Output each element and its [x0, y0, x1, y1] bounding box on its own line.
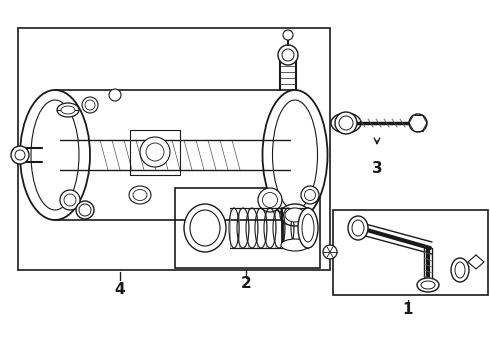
- Ellipse shape: [298, 208, 318, 248]
- Ellipse shape: [417, 278, 439, 292]
- Ellipse shape: [285, 208, 305, 222]
- Ellipse shape: [85, 100, 95, 110]
- Ellipse shape: [20, 90, 90, 220]
- Ellipse shape: [57, 103, 79, 117]
- Ellipse shape: [146, 143, 164, 161]
- Ellipse shape: [15, 150, 25, 160]
- Ellipse shape: [421, 281, 435, 289]
- Ellipse shape: [323, 245, 337, 259]
- Ellipse shape: [60, 190, 80, 210]
- Bar: [175, 188, 320, 268]
- Ellipse shape: [302, 214, 314, 242]
- Ellipse shape: [140, 137, 170, 167]
- Ellipse shape: [281, 239, 309, 251]
- Ellipse shape: [61, 106, 75, 114]
- Ellipse shape: [263, 193, 277, 207]
- Ellipse shape: [82, 97, 98, 113]
- Ellipse shape: [31, 100, 79, 210]
- Ellipse shape: [304, 189, 316, 201]
- Ellipse shape: [282, 49, 294, 61]
- Ellipse shape: [11, 146, 29, 164]
- Ellipse shape: [301, 186, 319, 204]
- Ellipse shape: [79, 204, 91, 216]
- Ellipse shape: [109, 89, 121, 101]
- Ellipse shape: [280, 204, 310, 226]
- Ellipse shape: [133, 189, 147, 201]
- Ellipse shape: [283, 30, 293, 40]
- Ellipse shape: [409, 114, 427, 132]
- Ellipse shape: [339, 116, 353, 130]
- Ellipse shape: [348, 216, 368, 240]
- Bar: [333, 210, 488, 295]
- Text: 2: 2: [241, 275, 251, 291]
- Text: 3: 3: [372, 161, 382, 176]
- Text: 4: 4: [115, 283, 125, 297]
- Ellipse shape: [258, 188, 282, 212]
- Ellipse shape: [455, 262, 465, 278]
- Ellipse shape: [278, 45, 298, 65]
- Text: 1: 1: [403, 302, 413, 316]
- Ellipse shape: [184, 204, 226, 252]
- Ellipse shape: [263, 90, 327, 220]
- Ellipse shape: [272, 100, 318, 210]
- Ellipse shape: [64, 194, 76, 206]
- Ellipse shape: [451, 258, 469, 282]
- Ellipse shape: [76, 201, 94, 219]
- Ellipse shape: [190, 210, 220, 246]
- Ellipse shape: [335, 112, 357, 134]
- Bar: [18, 28, 330, 270]
- Ellipse shape: [129, 186, 151, 204]
- Ellipse shape: [352, 220, 364, 236]
